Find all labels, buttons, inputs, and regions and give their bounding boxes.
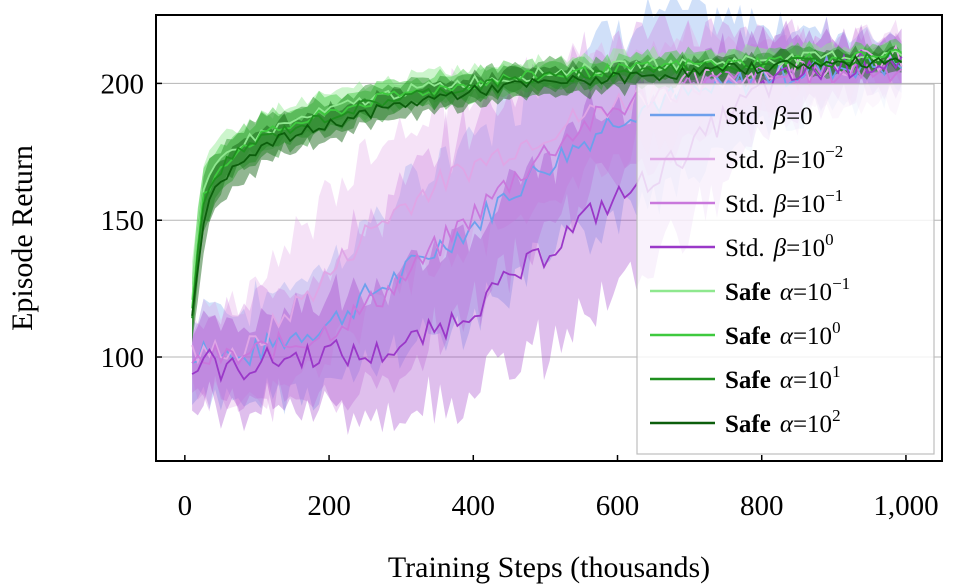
- y-axis-label: Episode Return: [6, 145, 39, 331]
- series-lines: [191, 44, 903, 383]
- y-tick-label: 200: [101, 68, 145, 100]
- y-tick-label: 100: [101, 342, 145, 374]
- band-series-6: [192, 38, 902, 340]
- legend-entry-2: Std. β=10−2: [725, 142, 843, 174]
- legend: Std. β=0 Std. β=10−2 Std. β=10−1 Std. β=100 Safe…: [636, 83, 935, 455]
- line-series-7: [191, 50, 902, 319]
- line-series-3: [191, 57, 903, 366]
- legend-entry-8: Safe α=102: [725, 406, 841, 438]
- axis-ticks: 0 200 400 600 800 1,000 100 150 200: [101, 68, 939, 522]
- x-tick-label: 800: [740, 490, 784, 522]
- line-series-8: [191, 54, 903, 316]
- x-tick-label: 0: [178, 490, 193, 522]
- line-series-4: [191, 49, 903, 383]
- x-tick-label: 600: [596, 490, 640, 522]
- legend-entry-6: Safe α=100: [725, 318, 841, 350]
- legend-entry-3: Std. β=10−1: [725, 186, 843, 218]
- legend-entry-4: Std. β=100: [725, 230, 834, 262]
- line-series-1: [191, 51, 903, 367]
- legend-entry-5: Safe α=10−1: [725, 274, 850, 306]
- x-axis-label: Training Steps (thousands): [388, 551, 710, 584]
- band-series-8: [192, 45, 902, 343]
- legend-entry-7: Safe α=101: [725, 362, 841, 394]
- legend-entry-1: Std. β=0: [725, 103, 813, 130]
- legend-box: [636, 83, 935, 455]
- x-tick-label: 200: [307, 490, 351, 522]
- plot-frame: [155, 14, 943, 462]
- x-tick-label: 1,000: [873, 490, 938, 522]
- y-tick-label: 150: [101, 205, 145, 237]
- x-tick-label: 400: [452, 490, 496, 522]
